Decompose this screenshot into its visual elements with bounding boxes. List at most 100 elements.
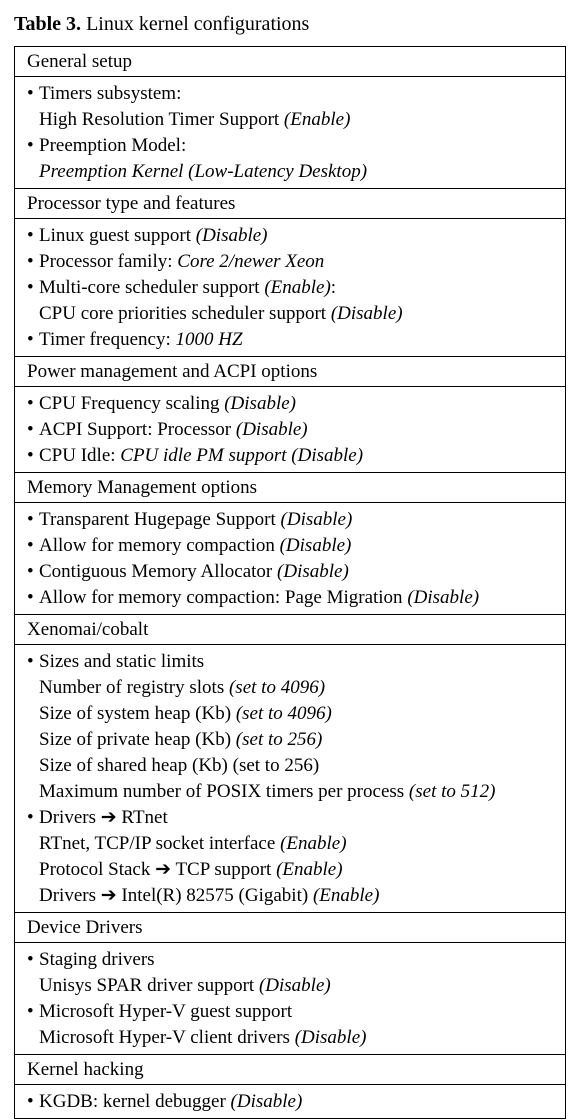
- item-value: 1000 HZ: [175, 329, 243, 350]
- item-value: (Disable): [195, 225, 268, 246]
- bullet-item: Multi-core scheduler support (Enable):: [15, 275, 565, 301]
- bullet-item: CPU Frequency scaling (Disable): [15, 391, 565, 417]
- item-value: (Disable): [235, 419, 308, 440]
- section-body: Sizes and static limits Number of registr…: [15, 645, 565, 913]
- item-text: RTnet: [116, 807, 168, 828]
- sub-item: Number of registry slots (set to 4096): [15, 675, 565, 701]
- section-header: General setup: [15, 47, 565, 77]
- item-value: (Disable): [279, 535, 352, 556]
- config-table: General setup Timers subsystem: High Resol…: [14, 46, 566, 1119]
- item-text: Drivers: [39, 807, 101, 828]
- item-text: Size of private heap (Kb): [39, 729, 236, 750]
- item-text: Timers subsystem:: [39, 83, 182, 104]
- item-text: CPU Frequency scaling: [39, 393, 225, 414]
- section-header: Power management and ACPI options: [15, 357, 565, 387]
- sub-item: High Resolution Timer Support (Enable): [15, 107, 565, 133]
- sub-item: Protocol Stack ➔ TCP support (Enable): [15, 857, 565, 883]
- item-text: ACPI Support: Processor: [39, 419, 236, 440]
- item-value: (Disable): [224, 393, 296, 414]
- sub-item: Drivers ➔ Intel(R) 82575 (Gigabit) (Enab…: [15, 883, 565, 909]
- section-body: Transparent Hugepage Support (Disable)Al…: [15, 503, 565, 615]
- bullet-item: Contiguous Memory Allocator (Disable): [15, 559, 565, 585]
- bullet-item: Microsoft Hyper-V guest support: [15, 999, 565, 1025]
- sub-item: Unisys SPAR driver support (Disable): [15, 973, 565, 999]
- bullet-item: Staging drivers: [15, 947, 565, 973]
- sub-item: RTnet, TCP/IP socket interface (Enable): [15, 831, 565, 857]
- item-value: (Disable): [407, 587, 480, 608]
- bullet-item: Preemption Model:: [15, 133, 565, 159]
- item-text: CPU Idle:: [39, 445, 121, 466]
- item-value: (set to 256): [235, 729, 323, 750]
- sub-item: Size of shared heap (Kb) (set to 256): [15, 753, 565, 779]
- section-header: Device Drivers: [15, 913, 565, 943]
- item-text: Intel(R) 82575 (Gigabit): [116, 885, 313, 906]
- item-value: (Enable): [276, 859, 343, 880]
- item-value: (Enable): [280, 833, 347, 854]
- item-text: Contiguous Memory Allocator: [39, 561, 278, 582]
- item-text: Protocol Stack: [39, 859, 156, 880]
- item-value: (Disable): [277, 561, 349, 582]
- item-text: Number of registry slots: [39, 677, 229, 698]
- item-text: :: [330, 277, 337, 298]
- item-text: Preemption Model:: [39, 135, 187, 156]
- section-header: Memory Management options: [15, 473, 565, 503]
- arrow-right-icon: ➔: [155, 859, 172, 880]
- item-value: (Disable): [258, 975, 331, 996]
- item-value: Preemption Kernel (Low-Latency Desktop): [39, 161, 368, 182]
- bullet-item: CPU Idle: CPU idle PM support (Disable): [15, 443, 565, 469]
- bullet-item: Transparent Hugepage Support (Disable): [15, 507, 565, 533]
- section-body: Staging drivers Unisys SPAR driver suppor…: [15, 943, 565, 1055]
- bullet-item: Allow for memory compaction: Page Migrat…: [15, 585, 565, 611]
- item-value: (set to 4096): [228, 677, 326, 698]
- section-body: Linux guest support (Disable)Processor f…: [15, 219, 565, 357]
- table-caption: Table 3. Linux kernel configurations: [14, 11, 309, 37]
- item-value: (Disable): [280, 509, 353, 530]
- sub-item: Microsoft Hyper-V client drivers (Disabl…: [15, 1025, 565, 1051]
- bullet-item: Linux guest support (Disable): [15, 223, 565, 249]
- item-value: (Enable): [312, 885, 380, 906]
- item-text: Processor family:: [39, 251, 178, 272]
- item-text: Timer frequency:: [39, 329, 176, 350]
- sub-item: Maximum number of POSIX timers per proce…: [15, 779, 565, 805]
- item-text: Allow for memory compaction: [39, 535, 280, 556]
- item-value: (Disable): [330, 303, 403, 324]
- sub-item: Preemption Kernel (Low-Latency Desktop): [15, 159, 565, 185]
- item-value: CPU idle PM support (Disable): [120, 445, 364, 466]
- item-text: Linux guest support: [39, 225, 196, 246]
- item-text: Size of system heap (Kb): [39, 703, 236, 724]
- item-text: CPU core priorities scheduler support: [39, 303, 331, 324]
- bullet-item: Timer frequency: 1000 HZ: [15, 327, 565, 353]
- bullet-item: Drivers ➔ RTnet: [15, 805, 565, 831]
- section-header: Processor type and features: [15, 189, 565, 219]
- item-text: Size of shared heap (Kb) (set to 256): [39, 755, 320, 776]
- arrow-right-icon: ➔: [100, 885, 117, 906]
- item-value: (Enable): [264, 277, 331, 298]
- item-text: High Resolution Timer Support: [39, 109, 284, 130]
- item-text: Transparent Hugepage Support: [39, 509, 281, 530]
- bullet-item: Processor family: Core 2/newer Xeon: [15, 249, 565, 275]
- item-value: (set to 4096): [235, 703, 332, 724]
- item-value: Core 2/newer Xeon: [177, 251, 325, 272]
- section-body: Timers subsystem: High Resolution Timer S…: [15, 77, 565, 189]
- item-text: Allow for memory compaction: Page Migrat…: [39, 587, 408, 608]
- item-value: (Disable): [230, 1091, 303, 1112]
- sub-item: Size of system heap (Kb) (set to 4096): [15, 701, 565, 727]
- item-text: Maximum number of POSIX timers per proce…: [39, 781, 409, 802]
- table-caption-text: Linux kernel configurations: [81, 13, 310, 35]
- item-value: (Enable): [283, 109, 351, 130]
- bullet-item: KGDB: kernel debugger (Disable): [15, 1089, 565, 1115]
- section-body: CPU Frequency scaling (Disable)ACPI Supp…: [15, 387, 565, 473]
- bullet-item: ACPI Support: Processor (Disable): [15, 417, 565, 443]
- item-text: Staging drivers: [39, 949, 155, 970]
- item-text: Microsoft Hyper-V guest support: [39, 1001, 293, 1022]
- item-text: KGDB: kernel debugger: [39, 1091, 231, 1112]
- item-text: RTnet, TCP/IP socket interface: [39, 833, 281, 854]
- arrow-right-icon: ➔: [100, 807, 117, 828]
- item-text: TCP support: [171, 859, 277, 880]
- item-text: Drivers: [39, 885, 101, 906]
- bullet-item: Timers subsystem:: [15, 81, 565, 107]
- bullet-item: Sizes and static limits: [15, 649, 565, 675]
- item-value: (Disable): [294, 1027, 367, 1048]
- section-body: KGDB: kernel debugger (Disable): [15, 1085, 565, 1118]
- item-text: Multi-core scheduler support: [39, 277, 265, 298]
